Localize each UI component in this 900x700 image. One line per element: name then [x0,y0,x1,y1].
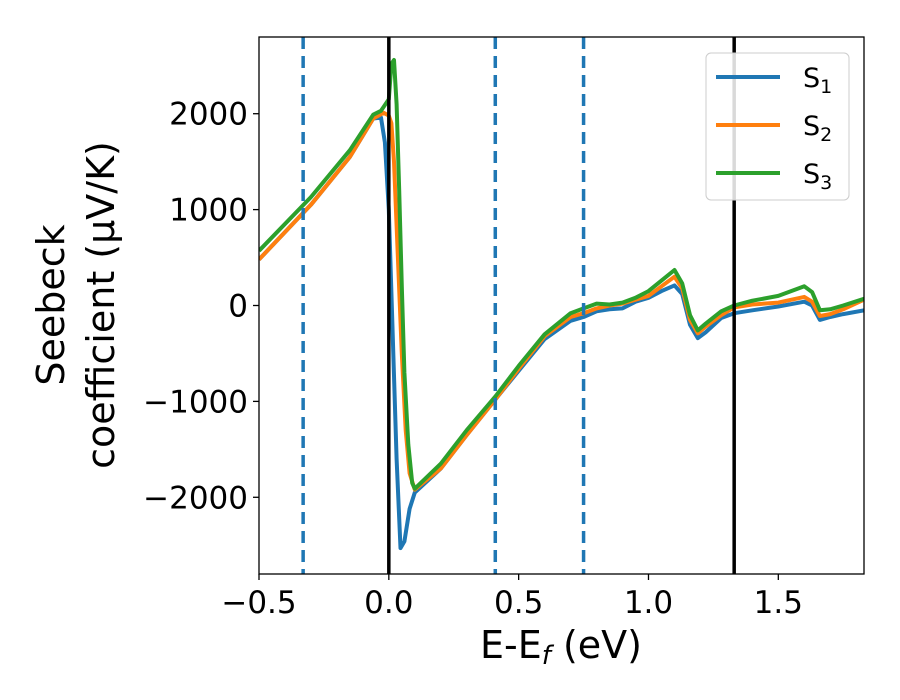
legend-label-s2: S2 [803,111,832,146]
x-tick-label: 1.5 [754,585,803,621]
series-line-s2 [259,110,864,492]
series-line-s1 [259,115,864,551]
reference-lines [301,37,736,574]
y-axis-ticks: 2000 1000 0 −1000 −2000 [143,97,259,516]
x-axis-title-main: E-E [480,623,542,667]
x-tick-label: 0.0 [364,585,413,621]
x-tick-label: 0.5 [494,585,543,621]
y-axis-title: Seebeck coefficient (μV/K) [29,141,123,469]
y-axis-title-line1: Seebeck [29,224,73,385]
x-axis-title-unit: (eV) [551,623,642,667]
y-tick-label: 1000 [169,193,248,229]
x-axis-ticks: −0.5 0.0 0.5 1.0 1.5 [221,574,803,621]
legend: S1 S2 S3 [705,52,850,201]
legend-label-s3: S3 [803,159,832,194]
y-tick-label: −2000 [143,480,248,516]
x-tick-label: 1.0 [624,585,673,621]
x-axis-title: E-Ef (eV) [480,623,642,671]
y-tick-label: 2000 [169,97,248,133]
y-tick-label: −1000 [143,384,248,420]
y-axis-title-line2: coefficient (μV/K) [79,141,123,469]
y-tick-label: 0 [228,289,248,325]
legend-label-s1: S1 [803,63,832,98]
x-tick-label: −0.5 [221,585,296,621]
